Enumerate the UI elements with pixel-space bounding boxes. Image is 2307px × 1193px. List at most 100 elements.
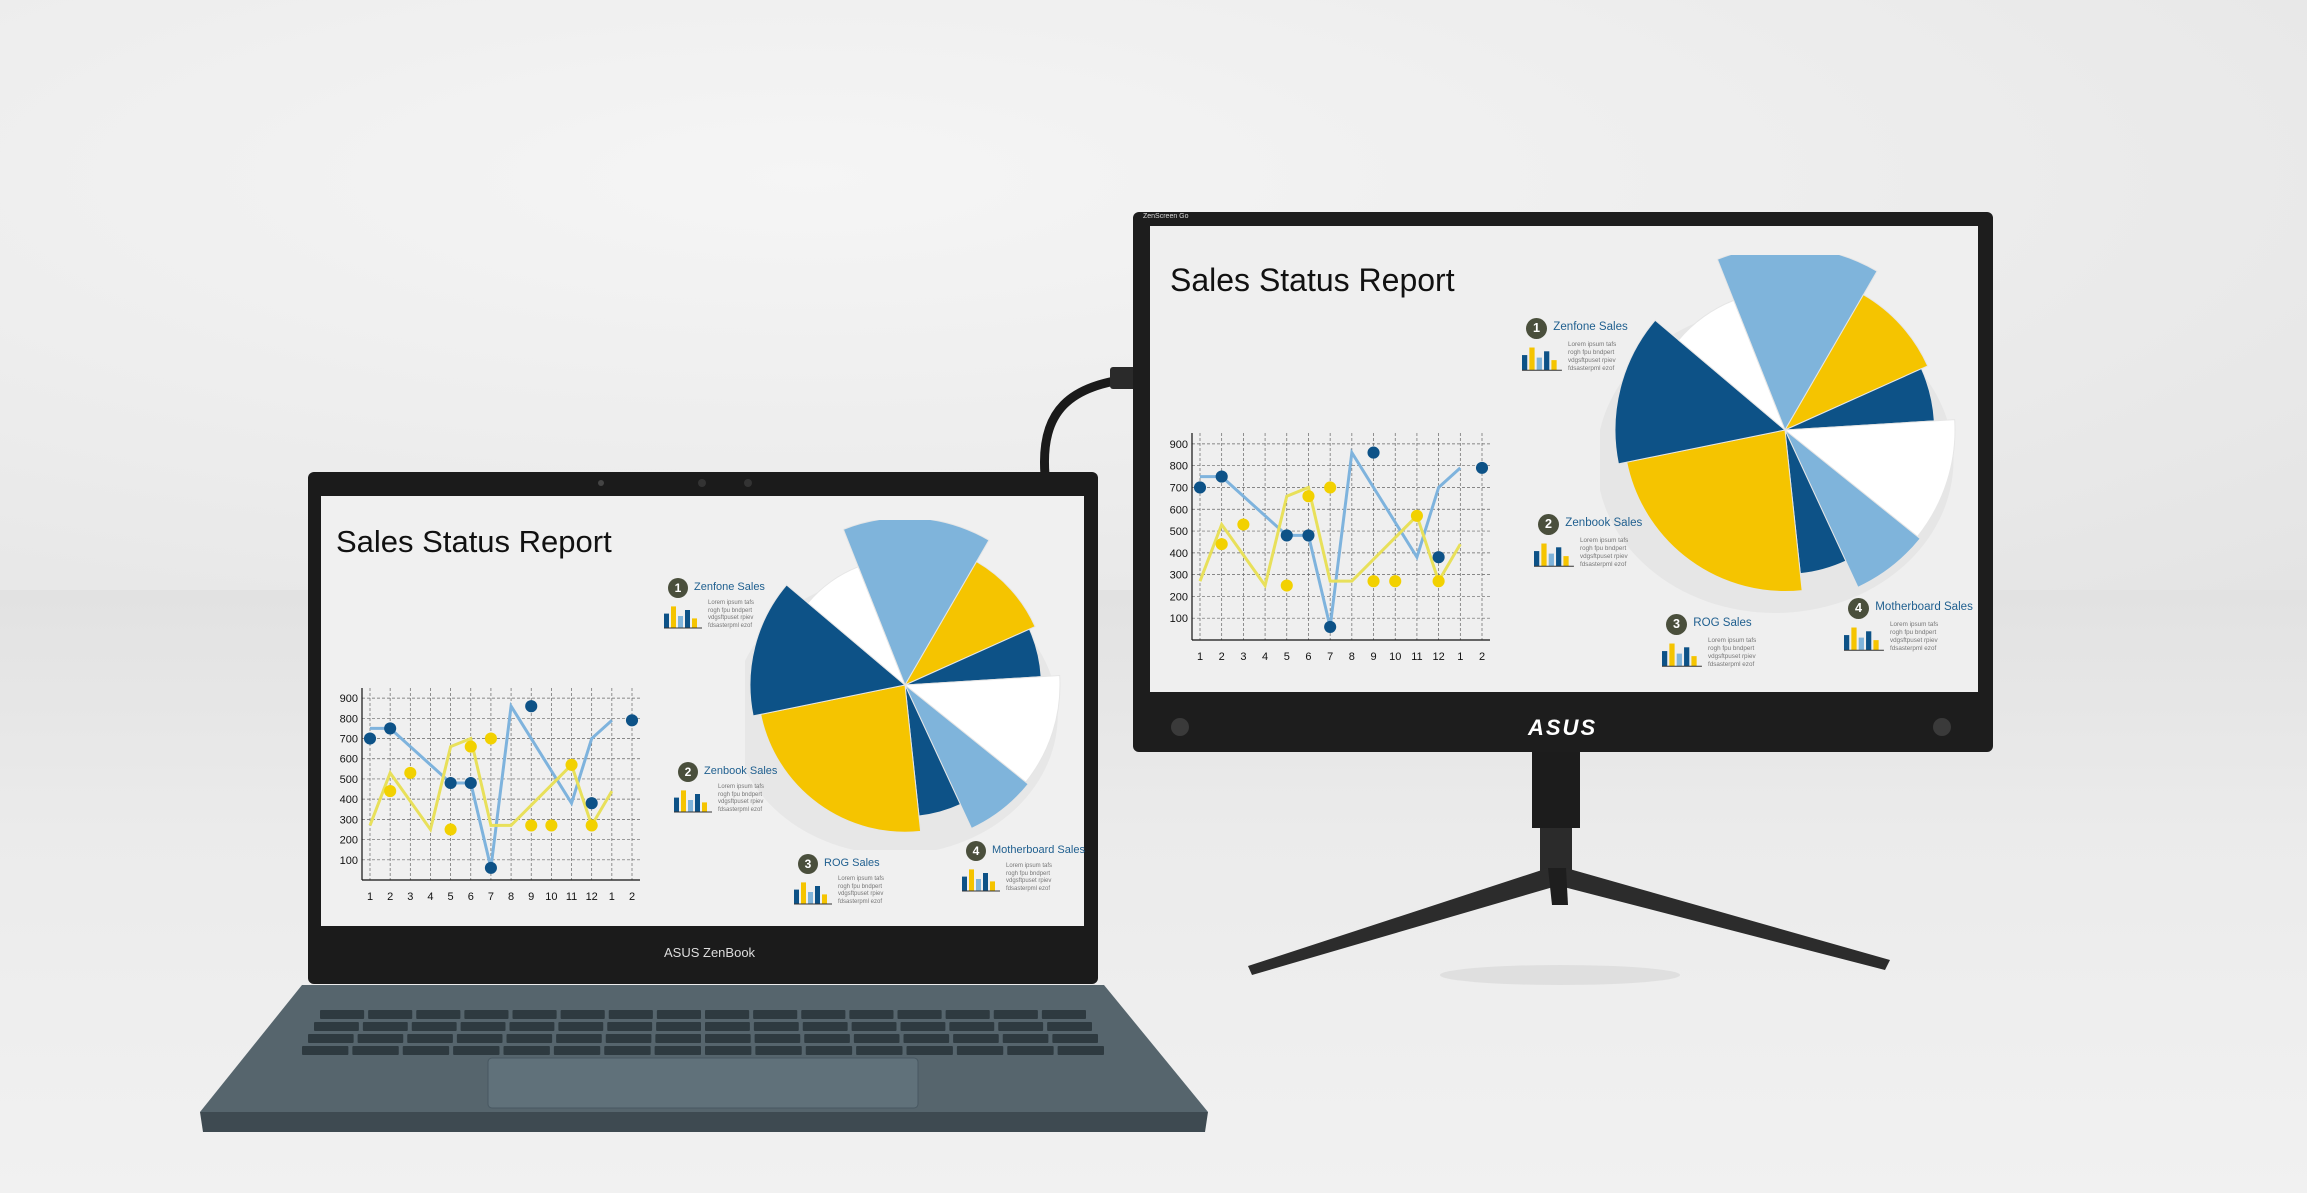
- data-point: [1367, 575, 1380, 588]
- legend-number-badge: 1: [1526, 318, 1547, 339]
- keyboard-key: [553, 1046, 601, 1055]
- data-point: [384, 785, 397, 798]
- y-tick-label: 500: [340, 774, 358, 786]
- data-point: [1193, 481, 1207, 494]
- keyboard-key: [407, 1034, 453, 1043]
- data-point: [1280, 529, 1293, 542]
- pie-slice: [903, 674, 1061, 783]
- keyboard-key: [453, 1046, 500, 1055]
- legend-description: Lorem ipsum tafs rogh fpu bndpert vdgsft…: [1006, 863, 1053, 892]
- y-tick-label: 500: [1170, 526, 1188, 538]
- legend-description: Lorem ipsum tafs rogh fpu bndpert vdgsft…: [718, 784, 765, 813]
- data-point: [1302, 529, 1315, 542]
- keyboard-key: [1002, 1034, 1049, 1043]
- keyboard-key: [503, 1046, 550, 1055]
- y-tick-label: 900: [1170, 439, 1188, 451]
- x-tick-label: 2: [629, 891, 635, 903]
- keyboard-key: [357, 1034, 404, 1043]
- y-tick-label: 800: [340, 713, 358, 725]
- legend-label: Motherboard Sales: [992, 844, 1085, 856]
- pie-slice: [1784, 429, 1921, 588]
- x-tick-label: 12: [586, 891, 598, 903]
- keyboard-key: [560, 1010, 605, 1019]
- tripod-leg-back: [1548, 868, 1568, 905]
- x-tick-label: 10: [545, 891, 557, 903]
- keyboard-key: [802, 1022, 848, 1031]
- y-tick-label: 200: [340, 835, 358, 847]
- tripod-leg-left: [1248, 868, 1560, 975]
- x-tick-label: 5: [448, 891, 454, 903]
- x-tick-label: 4: [427, 891, 433, 903]
- keyboard-key: [906, 1046, 953, 1055]
- data-point: [1367, 446, 1380, 459]
- pie-slice: [1677, 299, 1786, 431]
- monitor-stand-neck: [1532, 748, 1580, 828]
- x-tick-label: 10: [1389, 651, 1401, 663]
- monitor-pie-chart: [1600, 255, 1956, 613]
- x-tick-label: 8: [1349, 651, 1355, 663]
- data-point: [1324, 481, 1337, 494]
- legend-number-badge: 2: [678, 762, 698, 782]
- pie-slice: [903, 560, 1036, 687]
- monitor-screen-title: Sales Status Report: [1170, 262, 1455, 298]
- pie-slice: [904, 684, 1029, 830]
- usb-cable: [1039, 373, 1136, 476]
- x-tick-label: 1: [1197, 651, 1203, 663]
- usb-connector: [1110, 367, 1138, 389]
- legend-number-badge: 3: [798, 854, 818, 874]
- bar-chart-icon: [674, 790, 712, 813]
- y-tick-label: 700: [340, 734, 358, 746]
- tripod-leg-right: [1556, 868, 1890, 970]
- data-point: [565, 758, 578, 771]
- webcam-icon: [598, 480, 604, 486]
- keyboard-key: [352, 1046, 399, 1055]
- x-tick-label: 2: [1479, 651, 1485, 663]
- monitor-power-button: [1933, 718, 1951, 736]
- keyboard-key: [456, 1034, 503, 1043]
- y-tick-label: 200: [1170, 591, 1188, 603]
- laptop-pie-chart: [745, 520, 1061, 850]
- x-tick-label: 12: [1432, 651, 1444, 663]
- y-tick-label: 300: [340, 814, 358, 826]
- x-tick-label: 5: [1284, 651, 1290, 663]
- pie-slice: [1783, 419, 1956, 538]
- x-tick-label: 1: [1457, 651, 1463, 663]
- keyboard-key: [604, 1046, 651, 1055]
- y-tick-label: 100: [1170, 613, 1188, 625]
- bar-chart-icon: [962, 869, 1000, 892]
- y-tick-label: 900: [340, 693, 358, 705]
- x-tick-label: 3: [407, 891, 413, 903]
- legend-number-badge: 4: [1848, 598, 1869, 619]
- x-tick-label: 7: [1327, 651, 1333, 663]
- keyboard-key: [993, 1010, 1038, 1019]
- keyboard-key: [302, 1046, 349, 1055]
- y-tick-label: 700: [1170, 482, 1188, 494]
- data-point: [1280, 579, 1293, 592]
- x-tick-label: 11: [566, 891, 577, 903]
- data-point: [625, 714, 639, 727]
- bar-chart-icon: [794, 882, 832, 905]
- keyboard-key: [705, 1022, 750, 1031]
- bar-chart-icon: [1662, 643, 1702, 667]
- legend-description: Lorem ipsum tafs rogh fpu bndpert vdgsft…: [1708, 637, 1757, 668]
- y-tick-label: 300: [1170, 570, 1188, 582]
- legend-label: Zenfone Sales: [694, 581, 765, 593]
- pie-slice: [1614, 319, 1787, 465]
- data-point: [464, 740, 477, 753]
- monitor-model-label: ZenScreen Go: [1143, 213, 1189, 220]
- keyboard-key: [464, 1010, 509, 1019]
- keyboard-key: [998, 1022, 1044, 1031]
- x-tick-label: 7: [488, 891, 494, 903]
- keyboard-key: [411, 1022, 457, 1031]
- keyboard-key: [314, 1022, 359, 1031]
- keyboard-key: [804, 1034, 850, 1043]
- y-tick-label: 800: [1170, 461, 1188, 473]
- keyboard-key: [308, 1034, 354, 1043]
- legend-number-badge: 4: [966, 841, 986, 861]
- data-point: [384, 722, 397, 735]
- keyboard-key: [705, 1010, 750, 1019]
- pie-slice: [1783, 294, 1929, 432]
- bar-chart-icon: [664, 606, 702, 629]
